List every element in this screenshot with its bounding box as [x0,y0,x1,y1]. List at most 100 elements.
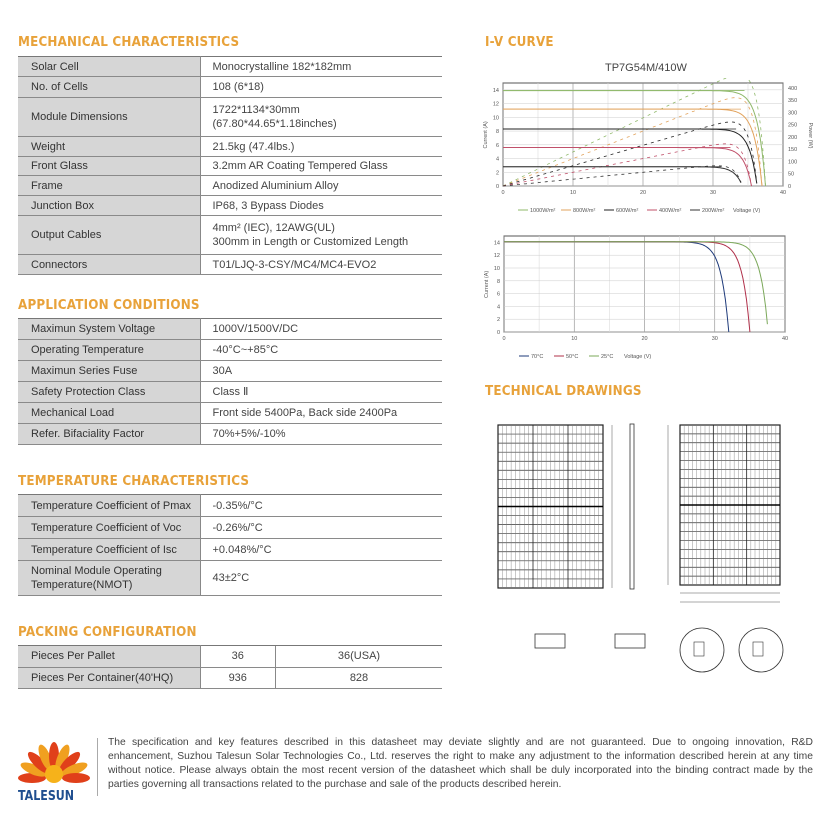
row-label: Safety Protection Class [18,381,201,403]
application-heading: APPLICATION CONDITIONS [18,298,200,313]
y-tick-label: 10 [494,266,500,272]
legend-label: 1000W/m² [530,208,556,214]
row-label: Maximun System Voltage [18,318,201,340]
legend-label: 50°C [566,354,578,360]
y-tick-label: 2 [496,170,499,176]
row-value: 70%+5%/-10% [200,423,442,445]
y2-tick-label: 50 [788,172,794,178]
row-label: Temperature Coefficient of Pmax [18,494,201,517]
table-row: Maximun Series Fuse 30A [18,360,442,382]
x-tick-label: 30 [710,190,716,196]
temperature-heading: TEMPERATURE CHARACTERISTICS [18,474,250,489]
row-label: Pieces Per Container(40'HQ) [18,667,201,689]
y-tick-label: 8 [496,129,499,135]
footer-divider [97,738,98,796]
x-tick-label: 0 [502,336,505,342]
detail-circle [679,627,725,673]
logo-petal [59,751,81,773]
row-label: Output Cables [18,215,201,255]
logo-petal [55,744,70,771]
power-curve [502,97,763,187]
row-label: Temperature Coefficient of Voc [18,516,201,539]
y-tick-label: 14 [494,240,500,246]
y2-tick-label: 200 [788,135,797,141]
row-value: 936 [200,667,276,689]
row-label: Front Glass [18,156,201,176]
packing-heading: PACKING CONFIGURATION [18,625,197,640]
y2-axis-label: Power (W) [807,123,813,149]
logo-petal [38,744,53,771]
x-tick-label: 20 [640,190,646,196]
row-value: 4mm² (IEC), 12AWG(UL) 300mm in Length or … [200,215,442,255]
y2-tick-label: 400 [788,86,797,92]
table-row: Temperature Coefficient of Pmax -0.35%/°C [18,494,442,517]
table-row: Module Dimensions 1722*1134*30mm (67.80*44… [18,97,442,137]
iv-curve-irradiance-chart: 0 2 4 6 8 10 12 14 0 10 20 30 40 Current (A) 0 50 100 150… [483,78,813,214]
table-row: Maximun System Voltage 1000V/1500V/DC [18,318,442,340]
table-row: Temperature Coefficient of Isc +0.048%/°C [18,538,442,561]
power-curve [502,143,752,187]
table-row: Pieces Per Pallet 36 36(USA) [18,645,442,668]
row-value: Anodized Aluminium Alloy [200,175,442,196]
iv-curve-heading: I-V CURVE [485,35,554,50]
table-row: Junction Box IP68, 3 Bypass Diodes [18,195,442,216]
table-row: Frame Anodized Aluminium Alloy [18,175,442,196]
row-value: IP68, 3 Bypass Diodes [200,195,442,216]
row-value: Front side 5400Pa, Back side 2400Pa [200,402,442,424]
x-tick-label: 20 [641,336,647,342]
table-row: Safety Protection Class Class Ⅱ [18,381,442,403]
iv-curve-temperature-chart: 0 2 4 6 8 10 12 14 0 10 20 30 40 Current (A) 70°C 50°C 2… [484,235,788,360]
row-value: T01/LJQ-3-CSY/MC4/MC4-EVO2 [200,254,442,275]
brand-name: TALESUN [18,789,75,804]
logo-petal [20,762,47,777]
row-label: Solar Cell [18,56,201,77]
legend-label: 800W/m² [573,208,595,214]
row-value: -40°C~+85°C [200,339,442,361]
row-value: 30A [200,360,442,382]
x-axis-label: Voltage (V) [624,354,651,360]
table-row: Mechanical Load Front side 5400Pa, Back s… [18,402,442,424]
row-label: Pieces Per Pallet [18,645,201,668]
row-label: No. of Cells [18,76,201,98]
legend-label: 400W/m² [659,208,681,214]
y2-tick-label: 0 [788,184,791,190]
row-label: Weight [18,136,201,157]
y2-tick-label: 100 [788,159,797,165]
frame-section [534,633,566,649]
table-row: Front Glass 3.2mm AR Coating Tempered Gla… [18,156,442,176]
detail-circle [738,627,784,673]
side-view [629,423,635,590]
y-tick-label: 14 [493,88,499,94]
application-table: Maximun System Voltage 1000V/1500V/DC Oper… [18,318,442,445]
x-tick-label: 0 [501,190,504,196]
x-axis-label: Voltage (V) [733,208,760,214]
chart-title: TP7G54M/410W [605,62,687,74]
logo-petal [27,751,49,773]
mechanical-heading: MECHANICAL CHARACTERISTICS [18,35,240,50]
technical-drawings-heading: TECHNICAL DRAWINGS [485,384,642,399]
row-label: Temperature Coefficient of Isc [18,538,201,561]
table-row: Solar Cell Monocrystalline 182*182mm [18,56,442,77]
frame-section [614,633,646,649]
row-value: 108 (6*18) [200,76,442,98]
row-value: 3.2mm AR Coating Tempered Glass [200,156,442,176]
y-tick-label: 4 [497,304,500,310]
row-label: Maximun Series Fuse [18,360,201,382]
y2-tick-label: 300 [788,110,797,116]
y-axis-label: Current (A) [483,121,489,148]
row-value: 43±2°C [200,560,442,596]
legend-label: 70°C [531,354,543,360]
y-tick-label: 6 [496,143,499,149]
table-row: Refer. Bifaciality Factor 70%+5%/-10% [18,423,442,445]
x-tick-label: 30 [712,336,718,342]
mechanical-table: Solar Cell Monocrystalline 182*182mm No. o… [18,56,442,275]
logo-petal [61,762,88,777]
row-label: Refer. Bifaciality Factor [18,423,201,445]
y-tick-label: 12 [493,102,499,108]
y-tick-label: 10 [493,115,499,121]
temperature-table: Temperature Coefficient of Pmax -0.35%/°C… [18,494,442,596]
x-tick-label: 40 [782,336,788,342]
table-row: Output Cables 4mm² (IEC), 12AWG(UL) 300mm … [18,215,442,255]
row-label: Module Dimensions [18,97,201,137]
row-value: Monocrystalline 182*182mm [200,56,442,77]
